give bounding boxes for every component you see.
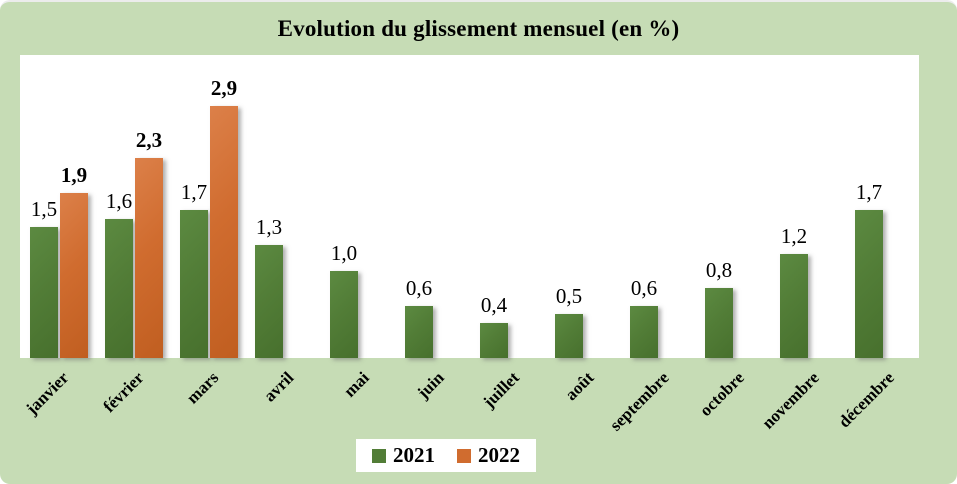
legend: 2021 2022: [356, 439, 536, 472]
x-axis-label-juin: juin: [413, 368, 448, 403]
value-label-2021-août: 0,5: [555, 284, 583, 308]
value-label-2021-mai: 1,0: [330, 241, 358, 265]
value-label-2021-avril: 1,3: [255, 215, 283, 239]
chart-title: Evolution du glissement mensuel (en %): [277, 16, 680, 41]
value-label-2021-octobre: 0,8: [705, 258, 733, 282]
value-label-2022-janvier: 1,9: [60, 163, 88, 187]
bar-2021-mai: [330, 271, 358, 358]
value-label-2021-juillet: 0,4: [480, 293, 508, 317]
bar-2021-octobre: [705, 288, 733, 358]
value-label-2021-décembre: 1,7: [855, 180, 883, 204]
value-label-2021-juin: 0,6: [405, 276, 433, 300]
value-label-2021-mars: 1,7: [180, 180, 208, 204]
bar-2021-septembre: [630, 306, 658, 358]
value-label-2021-janvier: 1,5: [30, 197, 58, 221]
x-axis-label-août: août: [561, 368, 598, 405]
plot-area: 1,5 1,9 1,6 2,3 1,7 2,9 1,3 1,0 0,6 0,4 0,5 0,6 0,8 1…: [20, 55, 919, 358]
bar-2021-février: [105, 219, 133, 358]
x-axis-label-avril: avril: [259, 368, 298, 406]
legend-item-2022: 2022: [457, 443, 520, 468]
value-label-2022-mars: 2,9: [210, 76, 238, 100]
value-label-2021-février: 1,6: [105, 189, 133, 213]
x-axis-label-septembre: septembre: [605, 368, 673, 435]
x-axis-label-mars: mars: [182, 368, 223, 408]
x-axis-label-octobre: octobre: [695, 368, 748, 420]
x-axis-label-novembre: novembre: [757, 368, 823, 433]
legend-item-2021: 2021: [372, 443, 435, 468]
legend-label-2021: 2021: [393, 443, 435, 467]
value-label-2021-septembre: 0,6: [630, 276, 658, 300]
x-axis-label-février: février: [99, 368, 148, 417]
x-axis-label-décembre: décembre: [834, 368, 898, 432]
bar-2021-janvier: [30, 227, 58, 358]
bar-2021-juillet: [480, 323, 508, 358]
legend-swatch-2021: [372, 448, 386, 463]
x-axis-label-janvier: janvier: [22, 368, 73, 419]
bar-2022-février: [135, 158, 163, 358]
x-axis-label-juillet: juillet: [478, 368, 523, 412]
bar-2021-novembre: [780, 254, 808, 358]
bar-2021-juin: [405, 306, 433, 358]
bar-2021-mars: [180, 210, 208, 358]
legend-label-2022: 2022: [478, 443, 520, 467]
bar-2021-avril: [255, 245, 283, 358]
legend-swatch-2022: [457, 448, 471, 463]
x-axis-label-mai: mai: [339, 368, 373, 401]
bar-2022-janvier: [60, 193, 88, 358]
bar-2022-mars: [210, 106, 238, 358]
value-label-2022-février: 2,3: [135, 128, 163, 152]
bar-2021-août: [555, 314, 583, 358]
value-label-2021-novembre: 1,2: [780, 224, 808, 248]
bar-2021-décembre: [855, 210, 883, 358]
